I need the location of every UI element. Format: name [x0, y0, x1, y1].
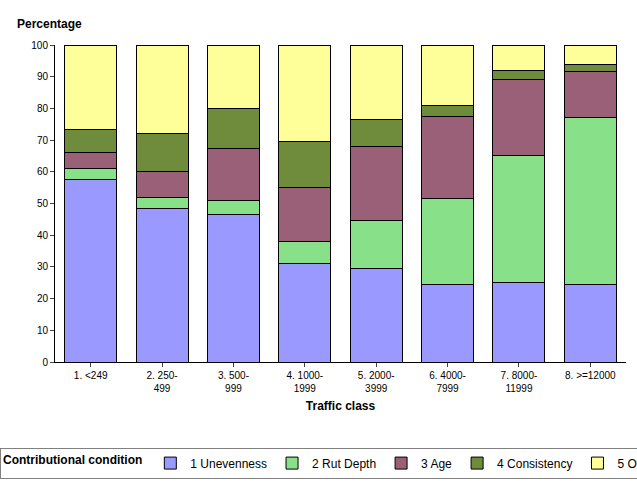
- svg-text:60: 60: [37, 166, 49, 177]
- svg-text:10: 10: [37, 325, 49, 336]
- svg-text:3 Age: 3 Age: [421, 457, 452, 471]
- svg-text:40: 40: [37, 230, 49, 241]
- svg-text:8. >=12000: 8. >=12000: [565, 370, 616, 381]
- svg-text:2 Rut Depth: 2 Rut Depth: [312, 457, 376, 471]
- svg-text:1 Unevenness: 1 Unevenness: [190, 457, 267, 471]
- svg-text:Percentage: Percentage: [17, 17, 82, 31]
- svg-text:0: 0: [42, 357, 48, 368]
- svg-text:1. <249: 1. <249: [74, 370, 108, 381]
- svg-text:4. 1000-1999: 4. 1000-1999: [286, 370, 323, 394]
- svg-text:20: 20: [37, 293, 49, 304]
- svg-text:4 Consistency: 4 Consistency: [497, 457, 572, 471]
- svg-text:Traffic class: Traffic class: [306, 399, 376, 413]
- svg-text:100: 100: [31, 40, 48, 51]
- svg-text:50: 50: [37, 198, 49, 209]
- svg-text:30: 30: [37, 261, 49, 272]
- svg-text:3. 500-999: 3. 500-999: [218, 370, 249, 394]
- svg-text:6. 4000-7999: 6. 4000-7999: [429, 370, 466, 394]
- svg-text:Contributional condition: Contributional condition: [3, 453, 142, 467]
- svg-text:2. 250-499: 2. 250-499: [146, 370, 177, 394]
- svg-text:5. 2000-3999: 5. 2000-3999: [358, 370, 395, 394]
- svg-text:90: 90: [37, 71, 49, 82]
- svg-text:80: 80: [37, 103, 49, 114]
- svg-text:7. 8000-11999: 7. 8000-11999: [501, 370, 538, 394]
- svg-text:70: 70: [37, 135, 49, 146]
- svg-text:5 Other: 5 Other: [617, 457, 637, 471]
